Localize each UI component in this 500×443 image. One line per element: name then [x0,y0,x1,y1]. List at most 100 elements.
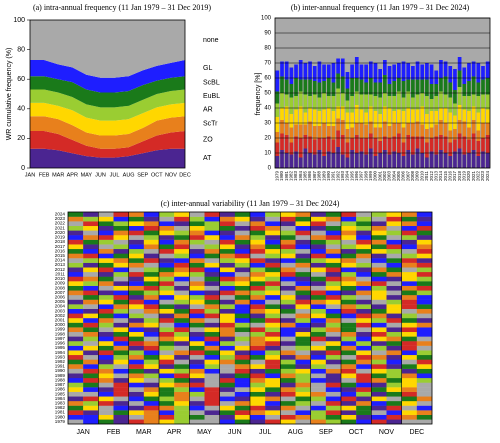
y-tick-label: 1980 [55,414,66,419]
cell [159,405,175,411]
bar-segment [345,88,350,101]
plot-frame [67,211,433,425]
cell [174,258,190,263]
cell [280,336,296,342]
bar-segment [326,151,331,168]
bar-segment [294,124,298,137]
cell [310,271,327,277]
cell [371,285,387,291]
bar-segment [336,106,340,119]
cell [325,299,342,305]
cell [371,350,387,356]
bar-segment [289,97,294,114]
cell [310,216,327,222]
bar-segment [368,106,373,122]
cell [265,336,281,342]
cell [143,248,160,254]
cell [356,331,372,337]
cell [310,235,327,240]
bar-segment [411,109,415,123]
cell [325,387,342,392]
bar-segment [457,57,462,71]
panel-a-y-label: WR cumulative frequency (%) [6,48,13,141]
bar-segment [467,111,471,128]
bar-segment [354,123,359,135]
cell [356,373,372,379]
cell [174,294,190,300]
cell [325,271,342,277]
cell [280,248,296,254]
bar-segment [401,156,406,168]
cell [416,308,433,314]
cell [128,239,145,245]
bar-segment [280,133,284,150]
x-tick-label: 1999 [368,171,373,182]
cell [310,331,327,337]
y-tick-label: 100 [261,16,272,22]
cell [204,230,220,236]
cell [325,216,342,222]
cell [371,235,387,240]
bar-segment [336,147,340,168]
cell [113,212,129,217]
bar-segment [420,153,425,168]
cell [128,341,145,346]
bar-segment [467,127,471,140]
cell [219,364,236,369]
bar-segment [387,154,392,168]
cell [386,281,402,286]
cell [401,322,418,328]
cell [113,267,129,273]
cell [174,225,190,231]
bar-segment [340,76,345,93]
cell [341,400,357,406]
panel-c-title: (c) inter-annual variability (11 Jan 197… [161,199,340,208]
bar-segment [345,157,350,168]
bar-segment [303,148,308,168]
cell [174,299,190,305]
cell [143,216,160,222]
bar-segment [308,136,312,153]
y-tick-label: 1989 [55,373,66,378]
cell [204,400,220,406]
cell [189,391,205,397]
cell [416,276,433,282]
cell [113,354,129,360]
legend-label: ScTr [203,120,218,127]
cell [219,258,236,263]
cell [310,341,327,346]
cell [83,304,99,309]
cell [159,419,175,425]
x-tick-label: NOV [165,172,177,178]
cell [371,387,387,392]
y-tick-label: 2024 [55,212,66,217]
cell [219,410,236,415]
cell [128,221,145,227]
cell [174,391,190,397]
cell [68,225,84,231]
cell [386,212,402,217]
bar-segment [443,94,448,108]
cell [416,285,433,291]
cell [204,216,220,222]
cell [159,235,175,240]
cell [295,248,311,254]
cell [416,405,433,411]
cell [401,414,418,420]
cell [68,331,84,337]
cell [401,354,418,360]
bar-segment [434,111,439,125]
cell [416,239,433,245]
cell [341,313,357,319]
cell [174,331,190,337]
cell [143,322,160,328]
cell [356,387,372,392]
cell [295,327,311,333]
cell [98,405,114,411]
cell [341,341,357,346]
cell [295,345,311,351]
cell [325,350,342,356]
cell [159,262,175,268]
cell [295,373,311,379]
cell [98,373,114,379]
